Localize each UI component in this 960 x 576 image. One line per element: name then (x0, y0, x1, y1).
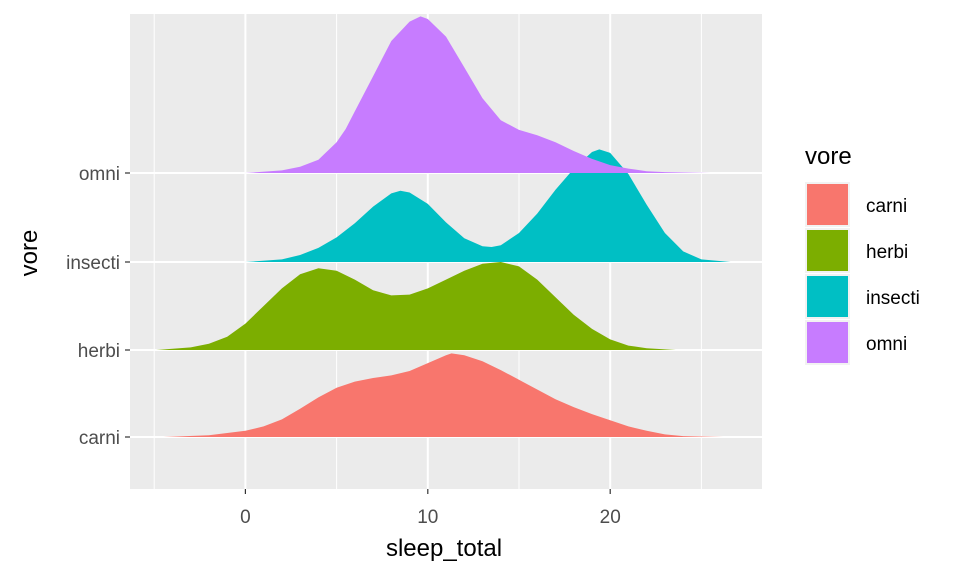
legend-label: herbi (866, 242, 908, 263)
ridge-carni (163, 353, 724, 437)
legend-title: vore (805, 143, 852, 170)
x-tick-label: 20 (600, 507, 621, 528)
legend-label: omni (866, 334, 907, 355)
y-tick-label: omni (79, 164, 120, 185)
legend-key-carni (807, 184, 848, 225)
y-axis-title: vore (16, 230, 43, 277)
x-tick-label: 10 (417, 507, 438, 528)
legend-key-insecti (807, 276, 848, 317)
legend-key-herbi (807, 230, 848, 271)
ridge-omni (245, 16, 711, 174)
y-tick-label: insecti (66, 253, 120, 274)
x-axis-title: sleep_total (386, 535, 502, 562)
y-tick-label: herbi (78, 341, 120, 362)
legend-key-omni (807, 322, 848, 363)
x-tick-label: 0 (240, 507, 251, 528)
ridge-herbi (156, 262, 676, 350)
ridge-insecti (245, 149, 731, 262)
y-axis-ticks: carni herbi insecti omni (66, 164, 130, 449)
legend-label: carni (866, 196, 907, 217)
legend-label: insecti (866, 288, 920, 309)
x-axis-ticks: 0 10 20 (240, 489, 621, 528)
legend: vore carni herbi insecti omni (805, 143, 920, 365)
y-tick-label: carni (79, 428, 120, 449)
density-ridges (156, 16, 731, 437)
